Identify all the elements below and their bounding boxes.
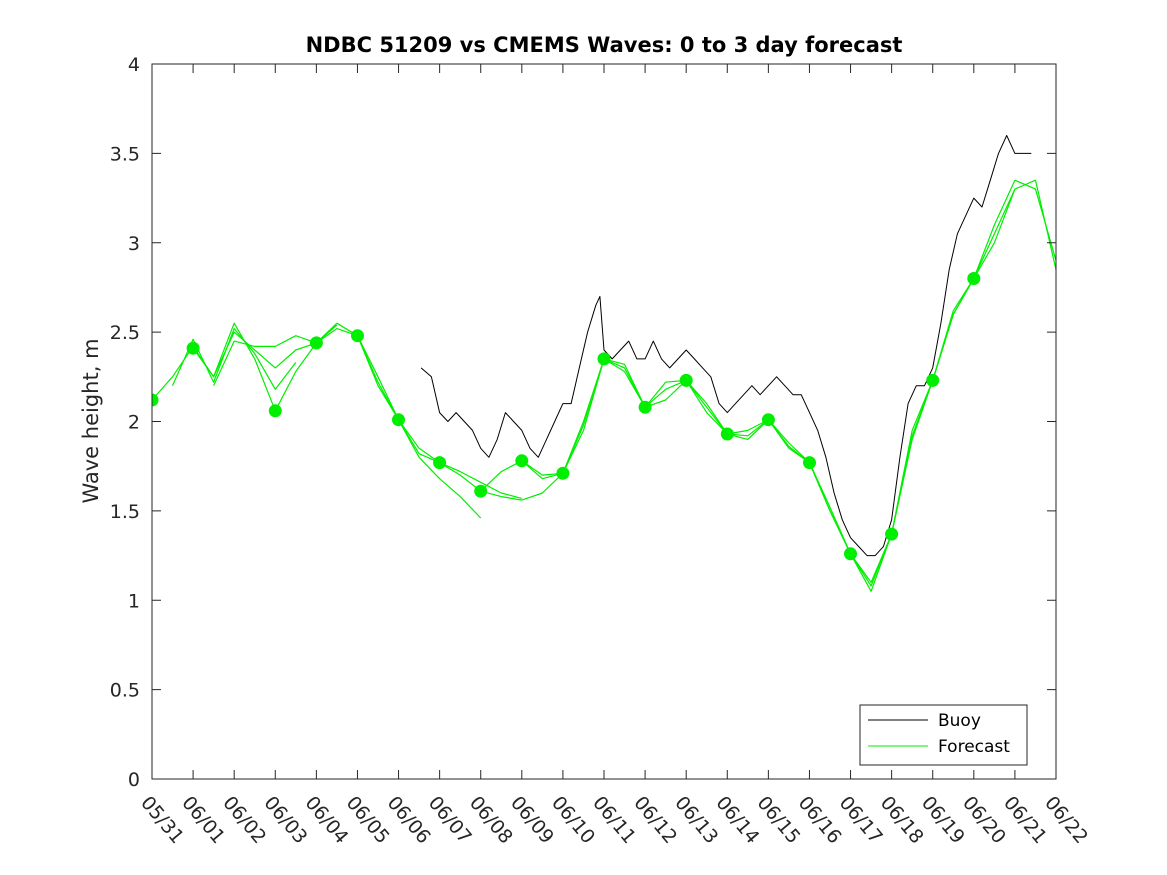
forecast-marker	[679, 373, 693, 387]
forecast-series-line-18	[808, 380, 934, 587]
forecast-series-line-22	[973, 179, 1056, 279]
legend-box	[859, 704, 1028, 766]
forecast-marker	[720, 427, 734, 441]
forecast-series-line-15	[685, 380, 810, 464]
forecast-series-line-8	[397, 419, 522, 499]
forecast-marker	[597, 352, 611, 366]
forecast-series-line-7	[356, 335, 482, 519]
forecast-series-line-2	[171, 328, 297, 390]
forecast-series-line-10	[480, 358, 605, 492]
forecast-marker	[803, 456, 816, 470]
forecast-marker	[392, 413, 405, 427]
forecast-marker	[967, 272, 981, 285]
y-axis-label: Wave height, m	[79, 338, 103, 503]
forecast-marker	[309, 336, 323, 350]
y-tick-label: 3	[128, 233, 140, 255]
y-tick-label: 0.5	[110, 680, 140, 702]
forecast-marker	[351, 329, 364, 343]
forecast-series-line-21	[932, 179, 1056, 381]
forecast-marker	[844, 547, 857, 561]
y-tick-label: 3.5	[110, 143, 140, 165]
chart-title: NDBC 51209 vs CMEMS Waves: 0 to 3 day fo…	[306, 33, 903, 57]
y-tick-label: 2	[128, 412, 140, 434]
forecast-series-line-12	[562, 358, 687, 474]
forecast-marker	[515, 454, 529, 468]
forecast-series-line-11	[521, 358, 646, 480]
legend: Buoy Forecast	[859, 704, 1028, 766]
forecast-series-line-14	[644, 379, 769, 437]
forecast-series-line-20	[891, 188, 1016, 535]
forecast-series-line-5	[274, 328, 400, 421]
forecast-marker	[761, 413, 775, 427]
y-tick-label: 1.5	[110, 501, 140, 523]
forecast-marker	[638, 400, 652, 414]
forecast-marker	[268, 404, 282, 418]
legend-forecast-label: Forecast	[938, 737, 1010, 757]
forecast-marker	[885, 527, 899, 541]
forecast-marker	[556, 466, 570, 480]
forecast-marker	[433, 456, 447, 470]
forecast-series-line-6	[315, 322, 440, 464]
forecast-marker	[152, 393, 159, 407]
forecast-series-line-9	[439, 462, 564, 501]
y-tick-label: 0	[128, 769, 140, 791]
forecast-series-line-16	[727, 419, 852, 555]
y-tick-label: 4	[128, 54, 140, 76]
forecast-series-line-3	[192, 331, 317, 378]
forecast-marker	[926, 373, 940, 387]
forecast-series-line-13	[603, 358, 728, 435]
forecast-marker	[474, 484, 488, 498]
forecast-marker	[186, 341, 200, 355]
plot-data	[152, 135, 1056, 592]
legend-buoy-label: Buoy	[938, 711, 981, 731]
y-tick-label: 1	[128, 590, 140, 612]
y-tick-label: 2.5	[110, 322, 140, 344]
